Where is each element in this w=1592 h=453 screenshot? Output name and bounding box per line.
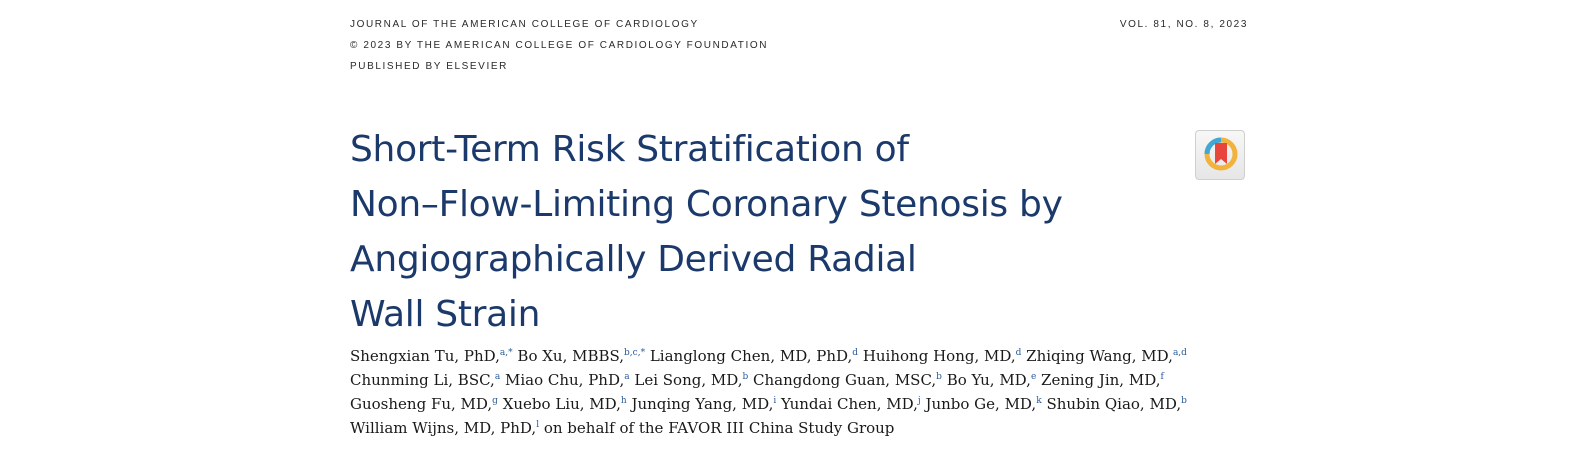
author-name: Junqing Yang, MD, bbox=[626, 395, 774, 413]
affiliation-marker[interactable]: g bbox=[492, 396, 498, 406]
author-line: William Wijns, MD, PhD,l on behalf of th… bbox=[350, 416, 1250, 440]
author-line: Guosheng Fu, MD,g Xuebo Liu, MD,h Junqin… bbox=[350, 392, 1250, 416]
author-name: Huihong Hong, MD, bbox=[858, 347, 1016, 365]
author-line: Chunming Li, BSC,a Miao Chu, PhD,a Lei S… bbox=[350, 368, 1250, 392]
author-name: Miao Chu, PhD, bbox=[500, 371, 625, 389]
affiliation-marker[interactable]: k bbox=[1036, 396, 1042, 406]
affiliation-marker[interactable]: b bbox=[936, 372, 942, 382]
author-name: Bo Xu, MBBS, bbox=[512, 347, 625, 365]
affiliation-marker[interactable]: a,d bbox=[1172, 348, 1187, 358]
affiliation-marker[interactable]: b,c,* bbox=[624, 348, 646, 358]
author-name: Shubin Qiao, MD, bbox=[1041, 395, 1182, 413]
publisher-line: PUBLISHED BY ELSEVIER bbox=[350, 61, 508, 72]
study-group-note: on behalf of the FAVOR III China Study G… bbox=[539, 419, 895, 437]
affiliation-marker[interactable]: b bbox=[742, 372, 749, 382]
affiliation-marker[interactable]: h bbox=[620, 396, 627, 406]
title-line: Non–Flow-Limiting Coronary Stenosis by bbox=[350, 184, 1063, 225]
volume-issue: VOL. 81, NO. 8, 2023 bbox=[1119, 19, 1248, 30]
author-name: Bo Yu, MD, bbox=[941, 371, 1031, 389]
author-name: William Wijns, MD, PhD, bbox=[350, 419, 537, 437]
copyright-notice: © 2023 BY THE AMERICAN COLLEGE OF CARDIO… bbox=[350, 40, 769, 51]
crossmark-icon bbox=[1204, 137, 1238, 171]
title-line: Angiographically Derived Radial bbox=[350, 239, 917, 280]
affiliation-marker[interactable]: l bbox=[536, 420, 540, 430]
author-name: Chunming Li, BSC, bbox=[350, 371, 495, 389]
author-name: Lei Song, MD, bbox=[629, 371, 743, 389]
author-name: Shengxian Tu, PhD, bbox=[350, 347, 500, 365]
author-name: Zening Jin, MD, bbox=[1036, 371, 1161, 389]
journal-header: JOURNAL OF THE AMERICAN COLLEGE OF CARDI… bbox=[350, 14, 1248, 77]
author-name: Yundai Chen, MD, bbox=[776, 395, 918, 413]
affiliation-marker[interactable]: f bbox=[1160, 372, 1164, 382]
crossmark-button[interactable] bbox=[1195, 130, 1245, 180]
author-name: Changdong Guan, MSC, bbox=[748, 371, 937, 389]
affiliation-marker[interactable]: b bbox=[1181, 396, 1187, 406]
journal-name: JOURNAL OF THE AMERICAN COLLEGE OF CARDI… bbox=[350, 19, 699, 30]
affiliation-marker[interactable]: a bbox=[494, 372, 501, 382]
affiliation-marker[interactable]: a bbox=[624, 372, 630, 382]
author-list: Shengxian Tu, PhD,a,* Bo Xu, MBBS,b,c,* … bbox=[350, 344, 1250, 440]
affiliation-marker[interactable]: d bbox=[852, 348, 859, 358]
affiliation-marker[interactable]: i bbox=[773, 396, 777, 406]
author-name: Zhiqing Wang, MD, bbox=[1021, 347, 1173, 365]
affiliation-marker[interactable]: j bbox=[917, 396, 921, 406]
affiliation-marker[interactable]: a,* bbox=[499, 348, 513, 358]
author-line: Shengxian Tu, PhD,a,* Bo Xu, MBBS,b,c,* … bbox=[350, 344, 1250, 368]
author-name: Junbo Ge, MD, bbox=[920, 395, 1037, 413]
title-line: Short-Term Risk Stratification of bbox=[350, 129, 909, 170]
article-title: Short-Term Risk Stratification of Non–Fl… bbox=[350, 122, 1170, 342]
author-name: Xuebo Liu, MD, bbox=[497, 395, 621, 413]
affiliation-marker[interactable]: e bbox=[1030, 372, 1037, 382]
affiliation-marker[interactable]: d bbox=[1015, 348, 1022, 358]
title-line: Wall Strain bbox=[350, 294, 541, 335]
author-name: Guosheng Fu, MD, bbox=[350, 395, 493, 413]
author-name: Lianglong Chen, MD, PhD, bbox=[645, 347, 853, 365]
